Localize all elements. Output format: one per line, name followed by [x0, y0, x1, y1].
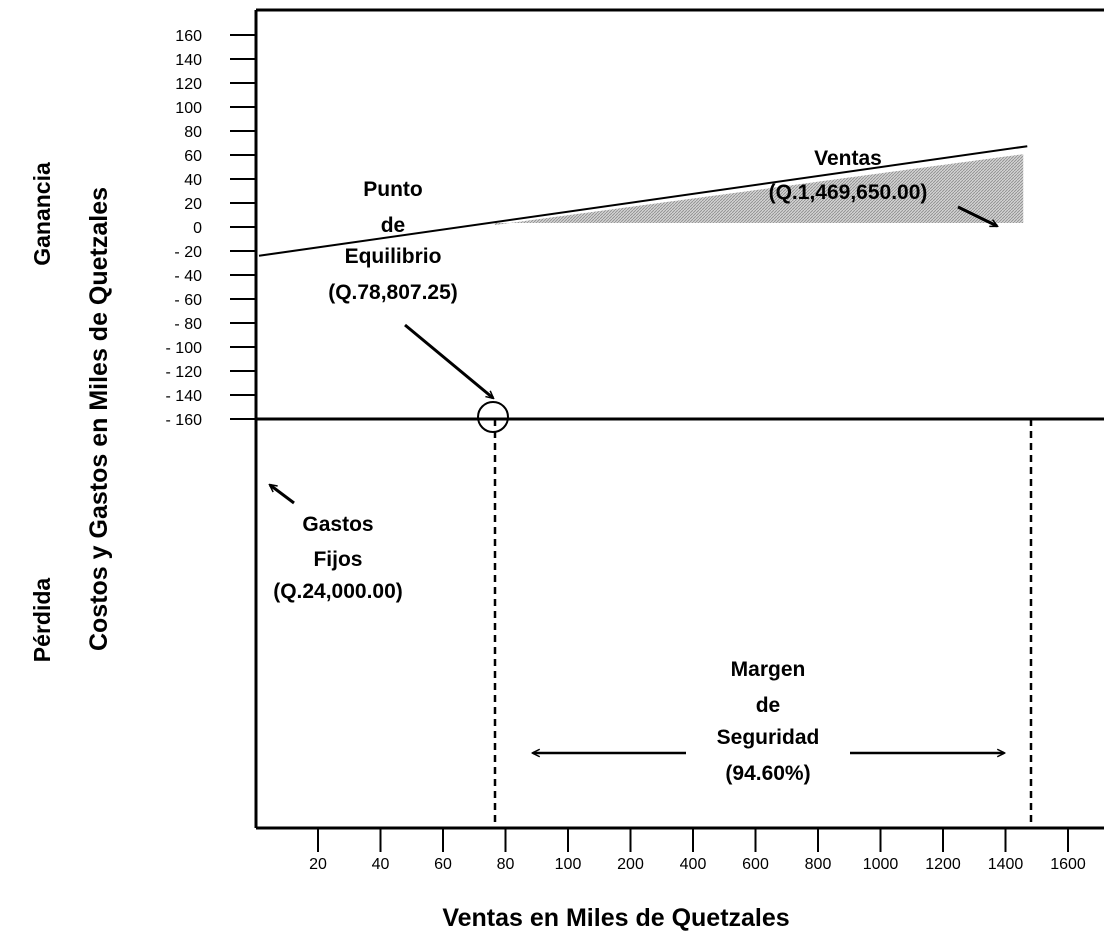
sales-label-line-1: Ventas: [814, 147, 882, 170]
profit-side-label: Ganancia: [29, 162, 55, 266]
x-tick-label: 1000: [863, 856, 899, 873]
x-tick-label: 600: [742, 856, 769, 873]
fixed-costs-label-line-1: Gastos: [302, 513, 373, 536]
y-tick-label: - 100: [166, 340, 203, 357]
x-tick-label: 40: [372, 856, 390, 873]
break-even-label-line-1: Punto: [363, 178, 422, 201]
sales-arrow: [957, 205, 997, 228]
fixed-costs-arrow: [270, 485, 295, 505]
y-tick-label: 160: [175, 28, 202, 45]
x-tick-label: 100: [555, 856, 582, 873]
y-tick-label: 140: [175, 52, 202, 69]
x-tick-label: 1200: [925, 856, 961, 873]
x-tick-label: 400: [680, 856, 707, 873]
x-tick-label: 800: [805, 856, 832, 873]
y-tick-label: - 160: [166, 412, 203, 429]
break-even-arrow: [404, 323, 493, 398]
y-tick-label: - 40: [174, 268, 202, 285]
fixed-costs-label-line-3: (Q.24,000.00): [273, 580, 403, 603]
fixed-costs-label-line-2: Fijos: [313, 548, 362, 571]
y-axis-title: Costos y Gastos en Miles de Quetzales: [85, 187, 113, 651]
x-tick-label: 60: [434, 856, 452, 873]
x-tick-label: 80: [497, 856, 515, 873]
break-even-marker: [477, 401, 509, 433]
break-even-label-line-4: (Q.78,807.25): [328, 281, 458, 304]
margin-label-line-2: de: [756, 694, 781, 717]
break-even-label-line-2: de: [381, 214, 406, 237]
y-tick-label: 100: [175, 100, 202, 117]
profit-area: [494, 154, 1024, 225]
y-tick-label: - 60: [174, 292, 202, 309]
x-tick-label: 1400: [988, 856, 1024, 873]
series-line: [258, 145, 1028, 257]
y-tick-label: - 80: [174, 316, 202, 333]
y-tick-label: - 140: [166, 388, 203, 405]
sales-label-line-2: (Q.1,469,650.00): [769, 181, 928, 204]
y-tick-label: - 120: [166, 364, 203, 381]
x-tick-label: 20: [309, 856, 327, 873]
loss-side-label: Pérdida: [29, 578, 55, 663]
x-tick-label: 1600: [1050, 856, 1086, 873]
y-tick-label: 120: [175, 76, 202, 93]
x-tick-label: 200: [617, 856, 644, 873]
y-tick-label: 60: [184, 148, 202, 165]
y-tick-label: - 20: [174, 244, 202, 261]
margin-label-line-1: Margen: [731, 658, 806, 681]
y-tick-label: 80: [184, 124, 202, 141]
margin-label-line-4: (94.60%): [725, 762, 810, 785]
y-tick-label: 20: [184, 196, 202, 213]
y-tick-label: 0: [193, 220, 202, 237]
break-even-label-line-3: Equilibrio: [345, 245, 442, 268]
x-axis-ticks: 20 40 60 80 100 200 400 600 800 1000 1200 1400 1600: [309, 828, 1086, 873]
y-axis-ticks: 160 140 120 100 80 60 40 20 0 - 20 - 40 - 60 - 80 - 1…: [166, 28, 256, 429]
y-tick-label: 40: [184, 172, 202, 189]
margin-label-line-3: Seguridad: [717, 726, 820, 749]
x-axis-title: Ventas en Miles de Quetzales: [442, 904, 789, 932]
